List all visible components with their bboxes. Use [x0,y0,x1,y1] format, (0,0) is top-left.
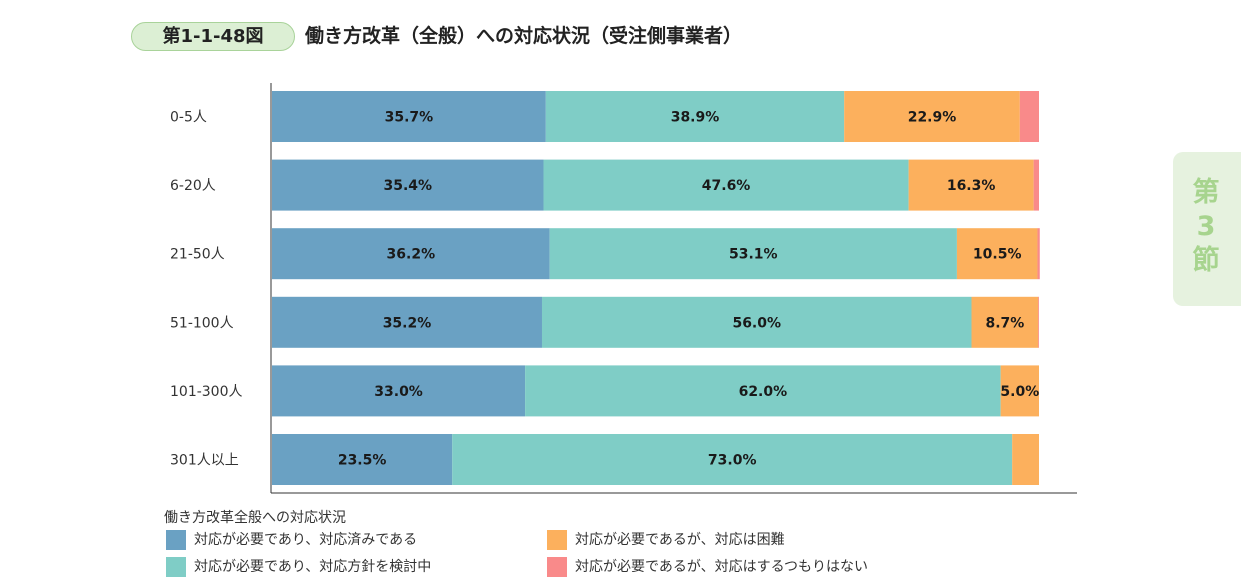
data-label: 23.5% [338,453,387,469]
legend-label-series-1: 対応が必要であり、対応済みである [194,532,418,548]
data-label: 10.5% [973,247,1022,263]
figure-number-badge: 第1-1-48図 [131,22,295,51]
bar-segment [452,434,1013,485]
data-label: 8.7% [985,315,1024,331]
data-label: 56.0% [732,315,781,331]
legend-title: 働き方改革全般への対応状況 [164,510,346,526]
bar-segment [272,296,542,348]
legend-swatch-series-2 [166,557,186,577]
bar-segment [549,228,957,280]
legend-label-series-3: 対応が必要であるが、対応は困難 [575,532,785,548]
data-label: 73.0% [708,453,757,469]
bar-segment [908,159,1034,211]
bar-segment [1037,228,1040,280]
category-label: 0-5人 [170,110,207,126]
bar-segment [545,91,845,142]
category-labels: 0-5人 6-20人 21-50人 51-100人 101-300人 301人以上 [170,110,243,469]
bar-segment [1038,296,1039,348]
bar-segment [844,91,1020,142]
data-label: 5.0% [1000,384,1039,400]
category-label: 51-100人 [170,315,234,331]
data-label: 38.9% [671,110,720,126]
bar-segment [525,365,1001,417]
legend-swatch-series-3 [547,530,567,550]
data-label: 22.9% [908,110,957,126]
bar-segment [272,365,526,417]
figure-title: 働き方改革（全般）への対応状況（受注側事業者） [305,25,743,47]
category-label: 6-20人 [170,178,216,194]
section-side-tab-label: 第3節 [1178,176,1234,278]
section-side-tab-text: 第3節 [1192,177,1220,276]
data-label: 33.0% [374,384,423,400]
bar-segment [971,296,1039,348]
legend-swatch-series-4 [547,557,567,577]
data-label: 16.3% [947,178,996,194]
category-label: 101-300人 [170,384,243,400]
bar-segment [272,159,544,211]
category-label: 21-50人 [170,247,225,263]
bar-segment [543,159,909,211]
bar-segment [1019,91,1039,142]
legend-swatch-series-1 [166,530,186,550]
bars [272,91,1040,485]
data-label: 35.2% [383,315,432,331]
bar-segment [272,434,453,485]
data-label: 62.0% [739,384,788,400]
bar-segment [1033,159,1039,211]
category-label: 301人以上 [170,453,239,469]
bar-segment [1000,365,1039,417]
bar-segment [956,228,1038,280]
data-label: 35.7% [385,110,434,126]
section-side-tab [1173,152,1241,306]
data-label: 53.1% [729,247,778,263]
bar-segment [1012,434,1039,485]
bar-segment [272,91,546,142]
bar-segment [272,228,550,280]
bar-segment [541,296,972,348]
legend-label-series-2: 対応が必要であり、対応方針を検討中 [194,559,432,575]
data-label: 36.2% [387,247,436,263]
data-label: 35.4% [383,178,432,194]
legend-label-series-4: 対応が必要であるが、対応はするつもりはない [575,559,869,575]
data-labels: 35.7% 38.9% 22.9% 35.4% 47.6% 16.3% 36.2% 53.1%… [338,110,1039,469]
data-label: 47.6% [702,178,751,194]
